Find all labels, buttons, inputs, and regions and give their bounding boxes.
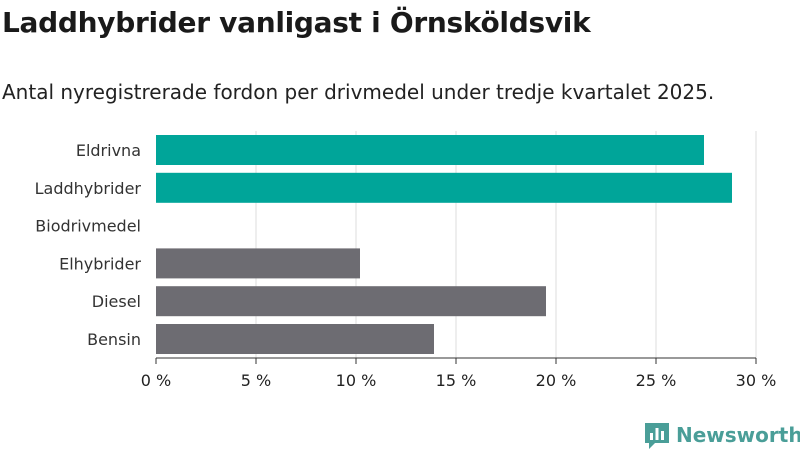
x-tick-label: 15 % [436,371,477,390]
bars [156,135,732,354]
bar [156,135,704,165]
grid-lines [255,131,757,358]
x-tick-label: 0 % [141,371,171,390]
x-tick-label: 5 % [241,371,271,390]
chart-title: Laddhybrider vanligast i Örnsköldsvik [2,6,591,39]
category-label: Biodrivmedel [35,217,141,236]
x-tick-label: 10 % [336,371,377,390]
category-label: Diesel [92,292,141,311]
bar [156,172,732,203]
x-tick-label: 30 % [736,371,777,390]
x-tick-label: 25 % [636,371,677,390]
x-axis: 0 % 5 % 10 % 15 % 20 % 25 % 30 % [141,357,777,390]
bar [156,286,546,317]
bar [156,248,360,279]
chart-subtitle: Antal nyregistrerade fordon per drivmede… [2,80,715,104]
category-label: Bensin [87,330,141,349]
bar [156,324,434,354]
category-label: Elhybrider [59,254,141,273]
category-label: Laddhybrider [35,179,142,198]
newsworthy-logo[interactable]: Newsworthy [644,420,800,450]
x-tick-label: 20 % [536,371,577,390]
category-label: Eldrivna [76,141,141,160]
category-labels: Eldrivna Laddhybrider Biodrivmedel Elhybrid… [35,141,142,349]
newsworthy-logo-icon [645,423,669,449]
brand-name: Newsworthy [676,423,800,447]
